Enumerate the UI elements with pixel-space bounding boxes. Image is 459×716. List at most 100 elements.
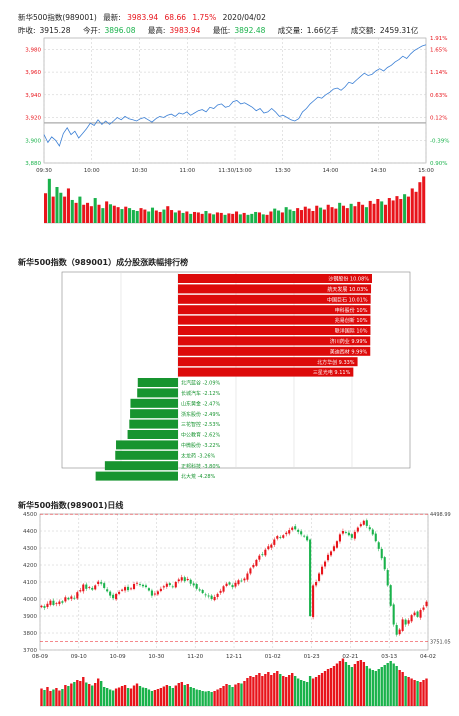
intraday-volume-bar	[391, 200, 395, 223]
candle-body	[121, 589, 124, 591]
ranking-bar-label: 北大荒 -4.28%	[181, 473, 216, 480]
index-name: 新华500指数(989001)	[18, 13, 97, 22]
intraday-volume-bar	[200, 213, 204, 223]
daily-volume-bar	[416, 681, 419, 706]
daily-volume-bar	[88, 684, 91, 706]
candle-body	[198, 589, 201, 591]
intraday-volume-bar	[231, 213, 235, 223]
daily-volume-bar	[228, 685, 231, 706]
daily-volume-bar	[305, 682, 309, 706]
low-value: 3892.48	[234, 26, 266, 35]
intraday-volume-bar	[120, 209, 124, 223]
daily-volume-bar	[94, 683, 97, 706]
daily-volume-bar	[419, 682, 422, 706]
daily-volume-bar	[141, 687, 145, 706]
daily-volume-bar	[386, 663, 389, 706]
daily-volume-bar	[153, 690, 157, 706]
daily-volume-bar	[40, 688, 43, 706]
ranking-bar-label: 济川药业 9.99%	[330, 338, 368, 345]
ranking-bar-label: 长城汽车 -2.12%	[181, 390, 221, 397]
candle-body	[288, 530, 291, 534]
candle-body	[109, 591, 112, 596]
intraday-volume-bar	[395, 196, 399, 223]
daily-volume-bar	[180, 682, 183, 706]
ranking-bar	[104, 461, 178, 471]
candle-body	[144, 585, 147, 588]
candle-body	[106, 589, 109, 592]
daily-volume-bar	[126, 688, 130, 706]
daily-volume-bar	[120, 686, 124, 706]
candle-body	[303, 535, 306, 537]
daily-volume-bar	[64, 685, 67, 706]
intraday-pct-tick: 1.65%	[430, 47, 447, 53]
candle-body	[341, 531, 344, 534]
ranking-bar	[127, 430, 178, 439]
intraday-volume-bar	[135, 211, 139, 223]
intraday-volume-bar	[212, 214, 216, 223]
ranking-chart: 沙钢股份 10.08% 航天发展 10.03% 中国巨石 10.01% 申科股份 10…	[61, 271, 411, 481]
daily-volume-bar	[371, 670, 374, 706]
ranking-bar-label: 中微股份 -3.22%	[181, 442, 221, 449]
ranking-bar	[95, 471, 178, 481]
candle-body	[46, 603, 49, 608]
candle-body	[350, 534, 353, 538]
intraday-volume-bar	[292, 211, 296, 223]
intraday-volume-bar	[250, 213, 254, 223]
daily-volume-bar	[267, 672, 270, 706]
candle-body	[392, 604, 395, 625]
daily-volume-bar	[210, 692, 213, 706]
candle-body	[356, 527, 359, 532]
candle-body	[231, 585, 234, 588]
intraday-volume-bar	[372, 203, 376, 223]
candle-body	[55, 603, 58, 605]
daily-volume-bar	[323, 671, 327, 706]
candle-body	[422, 607, 425, 610]
daily-volume-bar	[365, 666, 369, 706]
intraday-volume-bar	[307, 208, 311, 223]
candle-body	[97, 581, 100, 585]
intraday-volume-bar	[66, 188, 70, 223]
prev-close-label: 昨收:	[18, 26, 36, 35]
candle-body	[40, 605, 43, 608]
ranking-bar-label: 中国巨石 10.01%	[327, 296, 368, 303]
daily-volume-bar	[156, 689, 160, 706]
intraday-volume-bar	[124, 206, 128, 223]
intraday-volume-bar	[170, 210, 174, 223]
candle-body	[201, 589, 204, 594]
candle-body	[79, 590, 82, 592]
candle-body	[189, 579, 192, 584]
daily-volume-bar	[282, 676, 285, 706]
intraday-x-tick: 10:30	[132, 168, 148, 174]
daily-x-tick: 09-10	[71, 654, 87, 660]
daily-volume-bar	[67, 686, 70, 706]
intraday-pct-tick: 0.12%	[430, 116, 447, 122]
ranking-bar-label: 正邦科技 -3.80%	[181, 463, 221, 470]
daily-volume-bar	[76, 680, 79, 706]
intraday-y-tick: 3,880	[25, 161, 41, 167]
daily-volume-bar	[261, 676, 264, 706]
daily-volume-bar	[168, 686, 172, 706]
ranking-bar	[130, 398, 178, 408]
intraday-volume-bar	[181, 212, 185, 223]
ranking-bar	[137, 388, 178, 398]
daily-volume-bar	[162, 686, 166, 706]
candle-body	[312, 585, 315, 618]
candle-body	[347, 532, 350, 536]
daily-volume-bar	[97, 678, 100, 706]
candle-body	[374, 533, 377, 542]
candle-body	[127, 586, 130, 591]
candle-body	[291, 527, 294, 530]
candle-body	[413, 612, 416, 616]
daily-volume-bar	[320, 673, 324, 706]
candle-body	[118, 591, 121, 594]
intraday-x-tick: 14:30	[370, 168, 386, 174]
candle-body	[425, 601, 428, 607]
intraday-volume-bar	[242, 212, 246, 223]
intraday-volume-bar	[158, 211, 162, 223]
daily-volume-bar	[189, 687, 192, 706]
intraday-pct-tick: 1.91%	[430, 36, 447, 42]
candle-body	[171, 586, 174, 588]
candle-body	[359, 524, 362, 527]
intraday-volume-bar	[257, 212, 261, 223]
daily-volume-bar	[114, 688, 118, 706]
